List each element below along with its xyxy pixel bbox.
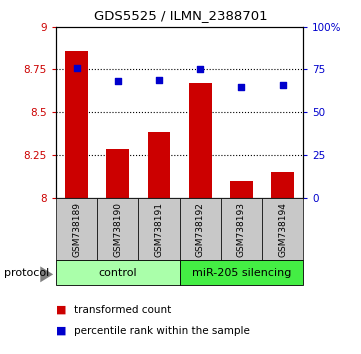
- Bar: [56, 260, 180, 285]
- Text: GSM738194: GSM738194: [278, 202, 287, 257]
- Point: [115, 79, 121, 84]
- Point: [280, 82, 286, 88]
- Polygon shape: [40, 266, 53, 282]
- Bar: [262, 198, 303, 260]
- Bar: [97, 198, 138, 260]
- Point: [74, 65, 79, 70]
- Bar: [180, 198, 221, 260]
- Bar: [106, 149, 129, 198]
- Text: protocol: protocol: [4, 268, 49, 278]
- Point: [197, 67, 203, 72]
- Point: [239, 84, 244, 90]
- Text: miR-205 silencing: miR-205 silencing: [192, 268, 291, 278]
- Text: ■: ■: [56, 305, 66, 315]
- Text: control: control: [99, 268, 137, 278]
- Text: percentile rank within the sample: percentile rank within the sample: [74, 326, 250, 336]
- Text: GSM738191: GSM738191: [155, 202, 164, 257]
- Bar: [271, 172, 294, 198]
- Text: GSM738193: GSM738193: [237, 202, 246, 257]
- Text: GSM738190: GSM738190: [113, 202, 122, 257]
- Point: [156, 77, 162, 82]
- Bar: [221, 198, 262, 260]
- Text: GSM738189: GSM738189: [72, 202, 81, 257]
- Bar: [230, 181, 253, 198]
- Bar: [65, 51, 88, 198]
- Bar: [180, 260, 303, 285]
- Bar: [56, 198, 97, 260]
- Text: ■: ■: [56, 326, 66, 336]
- Text: transformed count: transformed count: [74, 305, 171, 315]
- Text: GDS5525 / ILMN_2388701: GDS5525 / ILMN_2388701: [94, 9, 267, 22]
- Bar: [138, 198, 180, 260]
- Bar: [148, 132, 170, 198]
- Bar: [189, 83, 212, 198]
- Text: GSM738192: GSM738192: [196, 202, 205, 257]
